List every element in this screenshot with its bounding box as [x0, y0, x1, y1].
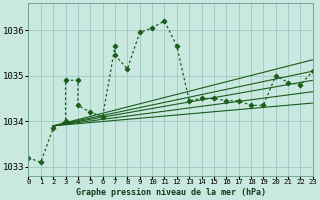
X-axis label: Graphe pression niveau de la mer (hPa): Graphe pression niveau de la mer (hPa) — [76, 188, 266, 197]
